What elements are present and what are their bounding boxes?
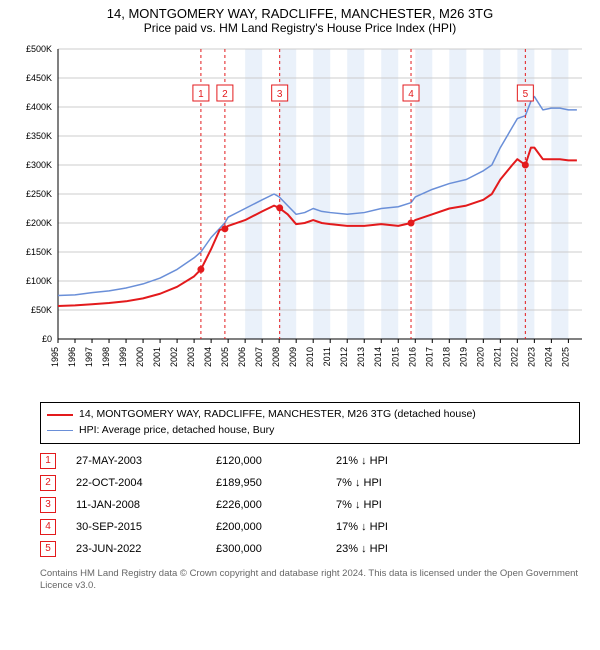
transaction-delta: 23% ↓ HPI [336, 543, 456, 555]
transaction-price: £120,000 [216, 455, 316, 467]
svg-text:1999: 1999 [118, 347, 128, 367]
svg-text:2019: 2019 [458, 347, 468, 367]
svg-text:2002: 2002 [169, 347, 179, 367]
chart-container: 14, MONTGOMERY WAY, RADCLIFFE, MANCHESTE… [0, 6, 600, 593]
svg-text:2011: 2011 [322, 347, 332, 366]
svg-text:£50K: £50K [31, 305, 52, 315]
svg-text:2007: 2007 [254, 347, 264, 367]
svg-text:2001: 2001 [152, 347, 162, 367]
svg-text:2008: 2008 [271, 347, 281, 367]
svg-text:£300K: £300K [26, 160, 52, 170]
svg-text:1995: 1995 [50, 347, 60, 367]
svg-text:£400K: £400K [26, 102, 52, 112]
svg-text:£150K: £150K [26, 247, 52, 257]
chart-title: 14, MONTGOMERY WAY, RADCLIFFE, MANCHESTE… [0, 6, 600, 21]
legend-box: 14, MONTGOMERY WAY, RADCLIFFE, MANCHESTE… [40, 402, 580, 444]
transaction-delta: 7% ↓ HPI [336, 477, 456, 489]
svg-text:2018: 2018 [441, 347, 451, 367]
legend-swatch [47, 430, 73, 431]
transaction-marker: 3 [40, 497, 56, 513]
svg-text:2023: 2023 [526, 347, 536, 367]
transaction-row: 4 30-SEP-2015 £200,000 17% ↓ HPI [40, 516, 580, 538]
svg-text:2009: 2009 [288, 347, 298, 367]
svg-text:2015: 2015 [390, 347, 400, 367]
chart-subtitle: Price paid vs. HM Land Registry's House … [0, 21, 600, 35]
svg-text:2: 2 [222, 89, 228, 100]
svg-text:2013: 2013 [356, 347, 366, 367]
transaction-delta: 7% ↓ HPI [336, 499, 456, 511]
transaction-delta: 17% ↓ HPI [336, 521, 456, 533]
svg-text:£350K: £350K [26, 131, 52, 141]
svg-text:2025: 2025 [560, 347, 570, 367]
svg-text:1997: 1997 [84, 347, 94, 367]
svg-text:2017: 2017 [424, 347, 434, 367]
transaction-marker: 4 [40, 519, 56, 535]
svg-text:2004: 2004 [203, 347, 213, 367]
svg-text:2006: 2006 [237, 347, 247, 367]
footnote-text: Contains HM Land Registry data © Crown c… [40, 568, 580, 594]
transaction-price: £226,000 [216, 499, 316, 511]
transaction-row: 3 11-JAN-2008 £226,000 7% ↓ HPI [40, 494, 580, 516]
transaction-date: 22-OCT-2004 [76, 477, 196, 489]
legend-row: 14, MONTGOMERY WAY, RADCLIFFE, MANCHESTE… [47, 407, 573, 423]
svg-text:4: 4 [408, 89, 414, 100]
svg-text:2022: 2022 [509, 347, 519, 367]
transaction-marker: 2 [40, 475, 56, 491]
svg-text:2012: 2012 [339, 347, 349, 367]
transaction-price: £200,000 [216, 521, 316, 533]
svg-text:2005: 2005 [220, 347, 230, 367]
svg-text:2020: 2020 [475, 347, 485, 367]
transaction-date: 27-MAY-2003 [76, 455, 196, 467]
transaction-row: 5 23-JUN-2022 £300,000 23% ↓ HPI [40, 538, 580, 560]
svg-text:£500K: £500K [26, 44, 52, 54]
legend-label: HPI: Average price, detached house, Bury [79, 423, 274, 439]
transaction-marker: 5 [40, 541, 56, 557]
svg-text:1996: 1996 [67, 347, 77, 367]
legend-row: HPI: Average price, detached house, Bury [47, 423, 573, 439]
svg-text:£250K: £250K [26, 189, 52, 199]
svg-text:2024: 2024 [543, 347, 553, 367]
svg-text:5: 5 [523, 89, 529, 100]
transaction-date: 23-JUN-2022 [76, 543, 196, 555]
svg-text:2021: 2021 [492, 347, 502, 367]
svg-text:2003: 2003 [186, 347, 196, 367]
svg-text:2016: 2016 [407, 347, 417, 367]
svg-text:£200K: £200K [26, 218, 52, 228]
chart-plot-area: £0 £50K £100K £150K £200K £250K £300K £350K £400… [10, 39, 590, 394]
svg-text:2000: 2000 [135, 347, 145, 367]
transaction-price: £189,950 [216, 477, 316, 489]
svg-text:£450K: £450K [26, 73, 52, 83]
transaction-row: 1 27-MAY-2003 £120,000 21% ↓ HPI [40, 450, 580, 472]
svg-text:1998: 1998 [101, 347, 111, 367]
chart-svg: £0 £50K £100K £150K £200K £250K £300K £350K £400… [10, 39, 590, 389]
transaction-marker: 1 [40, 453, 56, 469]
transaction-row: 2 22-OCT-2004 £189,950 7% ↓ HPI [40, 472, 580, 494]
svg-text:2010: 2010 [305, 347, 315, 367]
svg-text:3: 3 [277, 89, 283, 100]
svg-text:1: 1 [198, 89, 204, 100]
transaction-price: £300,000 [216, 543, 316, 555]
transaction-delta: 21% ↓ HPI [336, 455, 456, 467]
legend-swatch [47, 414, 73, 416]
transaction-date: 11-JAN-2008 [76, 499, 196, 511]
transaction-date: 30-SEP-2015 [76, 521, 196, 533]
svg-text:£100K: £100K [26, 276, 52, 286]
legend-label: 14, MONTGOMERY WAY, RADCLIFFE, MANCHESTE… [79, 407, 476, 423]
svg-text:£0: £0 [42, 334, 52, 344]
svg-text:2014: 2014 [373, 347, 383, 367]
transactions-table: 1 27-MAY-2003 £120,000 21% ↓ HPI 2 22-OCT-200… [40, 450, 580, 560]
